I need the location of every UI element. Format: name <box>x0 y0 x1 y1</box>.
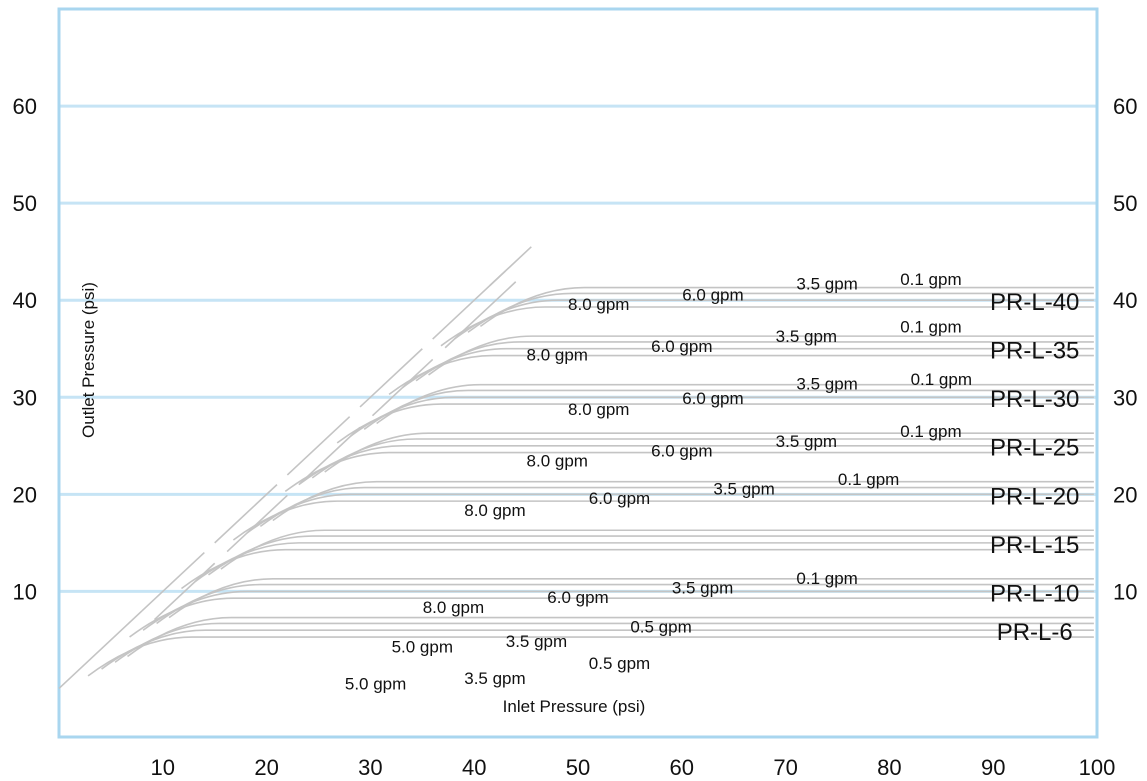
x-tick-label: 90 <box>981 755 1005 780</box>
curve-pr-l-15 <box>181 550 1093 589</box>
flow-label: 3.5 gpm <box>796 275 857 294</box>
y-tick-label-left: 30 <box>13 385 37 410</box>
flow-label: 8.0 gpm <box>527 451 588 470</box>
y-tick-label-right: 20 <box>1113 482 1137 507</box>
flow-label: 3.5 gpm <box>776 327 837 346</box>
curve-pr-l-20 <box>233 501 1094 540</box>
x-tick-label: 10 <box>151 755 175 780</box>
flow-label: 0.1 gpm <box>900 270 961 289</box>
y-axis-label: Outlet Pressure (psi) <box>79 282 98 438</box>
model-label: PR-L-6 <box>997 619 1073 646</box>
x-tick-label: 50 <box>566 755 590 780</box>
flow-label: 0.5 gpm <box>589 654 650 673</box>
y-tick-label-left: 60 <box>13 94 37 119</box>
flow-label: 6.0 gpm <box>589 489 650 508</box>
flow-label: 3.5 gpm <box>776 432 837 451</box>
flow-label: 3.5 gpm <box>796 375 857 394</box>
flow-label: 0.1 gpm <box>838 470 899 489</box>
model-label: PR-L-40 <box>990 289 1079 316</box>
flow-label: 8.0 gpm <box>568 400 629 419</box>
model-label: PR-L-20 <box>990 483 1079 510</box>
x-tick-label: 100 <box>1079 755 1116 780</box>
x-axis-ticks: 10 20 30 40 50 60 70 80 90 100 <box>151 755 1116 780</box>
y-tick-label-left: 10 <box>13 579 37 604</box>
flow-label: 5.0 gpm <box>392 638 453 657</box>
flow-label: 6.0 gpm <box>547 588 608 607</box>
x-tick-label: 70 <box>773 755 797 780</box>
x-tick-label: 40 <box>462 755 486 780</box>
model-label: PR-L-10 <box>990 580 1079 607</box>
curve-pr-l-10 <box>143 591 1094 630</box>
curve-pr-l-30 <box>337 404 1094 443</box>
y-tick-label-left: 50 <box>13 191 37 216</box>
x-tick-label: 60 <box>670 755 694 780</box>
flow-label: 3.5 gpm <box>713 480 774 499</box>
model-label: PR-L-15 <box>990 532 1079 559</box>
y-tick-label-right: 40 <box>1113 288 1137 313</box>
y-tick-label-right: 60 <box>1113 94 1137 119</box>
y-tick-label-right: 30 <box>1113 385 1137 410</box>
flow-label: 0.1 gpm <box>900 317 961 336</box>
flow-label: 8.0 gpm <box>423 598 484 617</box>
model-label: PR-L-30 <box>990 386 1079 413</box>
model-label: PR-L-35 <box>990 338 1079 365</box>
flow-label: 8.0 gpm <box>568 295 629 314</box>
flow-label: 6.0 gpm <box>682 285 743 304</box>
flow-label: 6.0 gpm <box>682 389 743 408</box>
flow-label: 3.5 gpm <box>506 632 567 651</box>
flow-label: 8.0 gpm <box>464 501 525 520</box>
y-tick-label-right: 50 <box>1113 191 1137 216</box>
flow-label: 6.0 gpm <box>651 337 712 356</box>
diagonal-guide <box>59 611 142 689</box>
flow-label: 8.0 gpm <box>527 346 588 365</box>
x-tick-label: 20 <box>254 755 278 780</box>
y-tick-label-right: 10 <box>1113 579 1137 604</box>
flow-label: 3.5 gpm <box>464 669 525 688</box>
model-label: PR-L-25 <box>990 435 1079 462</box>
flow-label: 0.5 gpm <box>630 617 691 636</box>
x-tick-label: 30 <box>358 755 382 780</box>
diagonal-guide <box>490 247 532 286</box>
curve-pr-l-15 <box>195 543 1094 582</box>
x-axis-label: Inlet Pressure (psi) <box>503 697 646 716</box>
curve-pr-l-15 <box>208 536 1093 575</box>
inlet-equals-outlet-guides <box>59 247 531 689</box>
flow-label: 0.1 gpm <box>900 422 961 441</box>
y-tick-label-left: 40 <box>13 288 37 313</box>
flow-label: 0.1 gpm <box>796 569 857 588</box>
regulator-curves <box>88 288 1094 676</box>
x-tick-label: 80 <box>877 755 901 780</box>
flow-label: 3.5 gpm <box>672 579 733 598</box>
flow-label: 0.1 gpm <box>911 370 972 389</box>
curve-pr-l-20 <box>247 494 1094 533</box>
flow-label: 6.0 gpm <box>651 442 712 461</box>
flow-label: 5.0 gpm <box>345 675 406 694</box>
y-tick-label-left: 20 <box>13 482 37 507</box>
